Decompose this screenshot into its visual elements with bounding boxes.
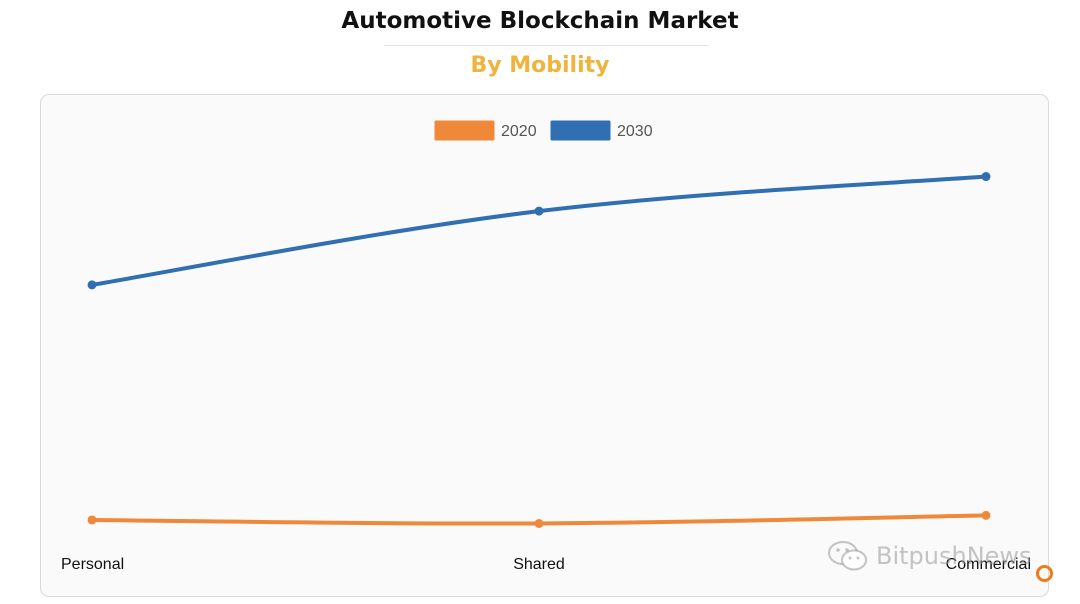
chart-title: Automotive Blockchain Market xyxy=(341,8,739,34)
data-point-2020-shared[interactable] xyxy=(534,518,544,528)
chart-legend: 2020 2030 xyxy=(434,120,653,141)
watermark-text: BitpushNews xyxy=(876,542,1032,570)
series-line-2030 xyxy=(90,174,988,287)
legend-swatch-2030[interactable] xyxy=(550,120,611,141)
series-layer xyxy=(87,172,991,528)
legend-label-2020[interactable]: 2020 xyxy=(501,123,537,140)
chart-subtitle: By Mobility xyxy=(470,53,610,78)
x-tick-label-commercial: Commercial xyxy=(946,556,1031,573)
data-point-2030-shared[interactable] xyxy=(534,206,544,216)
data-point-2030-personal[interactable] xyxy=(87,280,97,290)
x-tick-label-shared: Shared xyxy=(513,556,565,573)
watermark: BitpushNews xyxy=(826,538,1032,574)
chart-panel xyxy=(40,94,1049,597)
legend-label-2030[interactable]: 2030 xyxy=(617,123,653,140)
wechat-logo-icon xyxy=(828,541,867,571)
title-divider xyxy=(384,45,709,46)
data-point-2020-commercial[interactable] xyxy=(981,510,991,520)
x-axis-ticks: Personal Shared Commercial xyxy=(61,556,1031,573)
data-point-2030-commercial[interactable] xyxy=(981,172,991,182)
loading-ring-icon xyxy=(1036,565,1053,582)
x-tick-label-personal: Personal xyxy=(61,556,124,573)
legend-swatch-2020[interactable] xyxy=(434,120,495,141)
data-point-2020-personal[interactable] xyxy=(87,515,97,525)
